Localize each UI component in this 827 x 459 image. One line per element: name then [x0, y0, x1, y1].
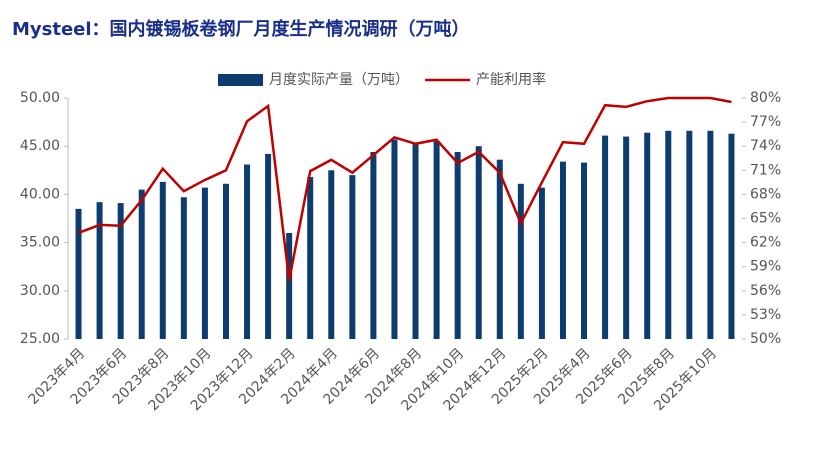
y-tick-label: 35.00 — [20, 235, 60, 251]
bar — [728, 133, 735, 339]
y2-tick-label: 68% — [750, 186, 781, 202]
bar — [75, 208, 82, 339]
bar — [244, 164, 251, 339]
y-tick-label: 40.00 — [20, 186, 60, 202]
bar — [644, 132, 651, 339]
bar — [286, 232, 293, 339]
bar — [433, 141, 440, 339]
y-tick-label: 45.00 — [20, 138, 60, 154]
bar — [707, 130, 714, 339]
bar — [559, 161, 566, 339]
bar — [117, 203, 124, 339]
bar — [180, 197, 187, 339]
bar — [686, 130, 693, 339]
y2-tick-label: 80% — [750, 90, 781, 106]
chart-title: Mysteel：国内镀锡板卷钢厂月度生产情况调研（万吨） — [12, 18, 470, 40]
y2-tick-label: 74% — [750, 138, 781, 154]
y2-tick-label: 59% — [750, 259, 781, 275]
bar — [307, 177, 314, 339]
bar — [370, 151, 377, 339]
y2-tick-label: 77% — [750, 114, 781, 130]
y-tick-label: 30.00 — [20, 283, 60, 299]
bar — [475, 146, 482, 339]
bar — [328, 170, 335, 339]
legend-label: 月度实际产量（万吨） — [269, 72, 409, 88]
y2-tick-label: 62% — [750, 235, 781, 251]
y2-tick-label: 53% — [750, 307, 781, 323]
legend-swatch — [218, 74, 263, 86]
bar — [201, 187, 208, 339]
bar — [602, 135, 609, 339]
bar — [96, 202, 103, 339]
bar — [517, 183, 524, 339]
bar — [412, 144, 419, 339]
bar — [665, 130, 672, 339]
bar — [159, 181, 166, 339]
bar — [349, 175, 356, 339]
bar — [265, 153, 272, 339]
y2-tick-label: 50% — [750, 331, 781, 347]
bar — [138, 189, 145, 339]
legend-label: 产能利用率 — [476, 71, 546, 88]
y-tick-label: 50.00 — [20, 90, 60, 106]
bar — [623, 136, 630, 339]
bar — [454, 151, 461, 339]
y2-tick-label: 71% — [750, 162, 781, 178]
y2-tick-label: 56% — [750, 283, 781, 299]
bar — [391, 139, 398, 339]
line — [78, 96, 732, 281]
y-tick-label: 25.00 — [20, 331, 60, 347]
bar — [222, 183, 229, 339]
bar — [581, 162, 588, 339]
bar — [496, 159, 503, 339]
bar — [538, 187, 545, 339]
y2-tick-label: 65% — [750, 211, 781, 227]
